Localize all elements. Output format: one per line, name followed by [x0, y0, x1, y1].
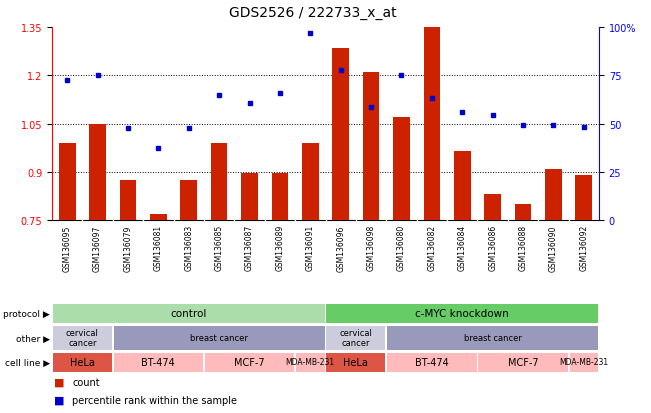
- Text: cell line ▶: cell line ▶: [5, 358, 50, 367]
- Bar: [393, 118, 410, 221]
- Text: GSM136095: GSM136095: [62, 225, 72, 271]
- Bar: [326, 304, 598, 324]
- Text: GSM136079: GSM136079: [124, 225, 132, 271]
- Bar: [53, 353, 112, 372]
- Bar: [387, 353, 477, 372]
- Bar: [53, 304, 325, 324]
- Bar: [89, 124, 106, 221]
- Text: breast cancer: breast cancer: [464, 333, 521, 342]
- Text: HeLa: HeLa: [70, 357, 95, 367]
- Bar: [570, 353, 598, 372]
- Bar: [484, 195, 501, 221]
- Bar: [454, 152, 471, 221]
- Text: cervical
cancer: cervical cancer: [66, 328, 99, 347]
- Text: GSM136091: GSM136091: [306, 225, 315, 271]
- Bar: [326, 326, 385, 350]
- Bar: [387, 326, 598, 350]
- Text: GSM136097: GSM136097: [93, 225, 102, 271]
- Bar: [150, 214, 167, 221]
- Text: BT-474: BT-474: [415, 357, 449, 367]
- Text: GSM136081: GSM136081: [154, 225, 163, 271]
- Text: GSM136083: GSM136083: [184, 225, 193, 271]
- Bar: [296, 353, 325, 372]
- Bar: [326, 353, 385, 372]
- Text: MDA-MB-231: MDA-MB-231: [559, 358, 609, 366]
- Text: cervical
cancer: cervical cancer: [339, 328, 372, 347]
- Text: other ▶: other ▶: [16, 334, 50, 343]
- Text: GSM136088: GSM136088: [519, 225, 527, 271]
- Text: GSM136089: GSM136089: [275, 225, 284, 271]
- Bar: [53, 326, 112, 350]
- Bar: [180, 180, 197, 221]
- Text: ■: ■: [54, 377, 64, 387]
- Text: GSM136085: GSM136085: [215, 225, 224, 271]
- Bar: [211, 143, 227, 221]
- Bar: [205, 353, 294, 372]
- Bar: [424, 28, 440, 221]
- Text: MCF-7: MCF-7: [508, 357, 538, 367]
- Bar: [545, 169, 562, 221]
- Text: GSM136084: GSM136084: [458, 225, 467, 271]
- Text: BT-474: BT-474: [141, 357, 175, 367]
- Bar: [333, 49, 349, 221]
- Text: percentile rank within the sample: percentile rank within the sample: [72, 395, 237, 405]
- Text: c-MYC knockdown: c-MYC knockdown: [415, 309, 509, 318]
- Bar: [575, 176, 592, 221]
- Text: breast cancer: breast cancer: [190, 333, 248, 342]
- Text: GSM136087: GSM136087: [245, 225, 254, 271]
- Text: HeLa: HeLa: [344, 357, 368, 367]
- Text: GSM136092: GSM136092: [579, 225, 589, 271]
- Text: control: control: [171, 309, 207, 318]
- Text: GDS2526 / 222733_x_at: GDS2526 / 222733_x_at: [229, 6, 396, 20]
- Text: MDA-MB-231: MDA-MB-231: [286, 358, 335, 366]
- Bar: [271, 174, 288, 221]
- Bar: [114, 353, 203, 372]
- Bar: [120, 180, 136, 221]
- Bar: [363, 73, 380, 221]
- Text: GSM136090: GSM136090: [549, 225, 558, 271]
- Bar: [114, 326, 325, 350]
- Bar: [515, 204, 531, 221]
- Text: GSM136096: GSM136096: [336, 225, 345, 271]
- Text: GSM136086: GSM136086: [488, 225, 497, 271]
- Text: count: count: [72, 377, 100, 387]
- Bar: [302, 143, 318, 221]
- Bar: [478, 353, 568, 372]
- Text: MCF-7: MCF-7: [234, 357, 265, 367]
- Bar: [59, 143, 76, 221]
- Bar: [241, 174, 258, 221]
- Text: GSM136098: GSM136098: [367, 225, 376, 271]
- Text: GSM136082: GSM136082: [427, 225, 436, 271]
- Text: protocol ▶: protocol ▶: [3, 309, 50, 318]
- Text: GSM136080: GSM136080: [397, 225, 406, 271]
- Text: ■: ■: [54, 395, 64, 405]
